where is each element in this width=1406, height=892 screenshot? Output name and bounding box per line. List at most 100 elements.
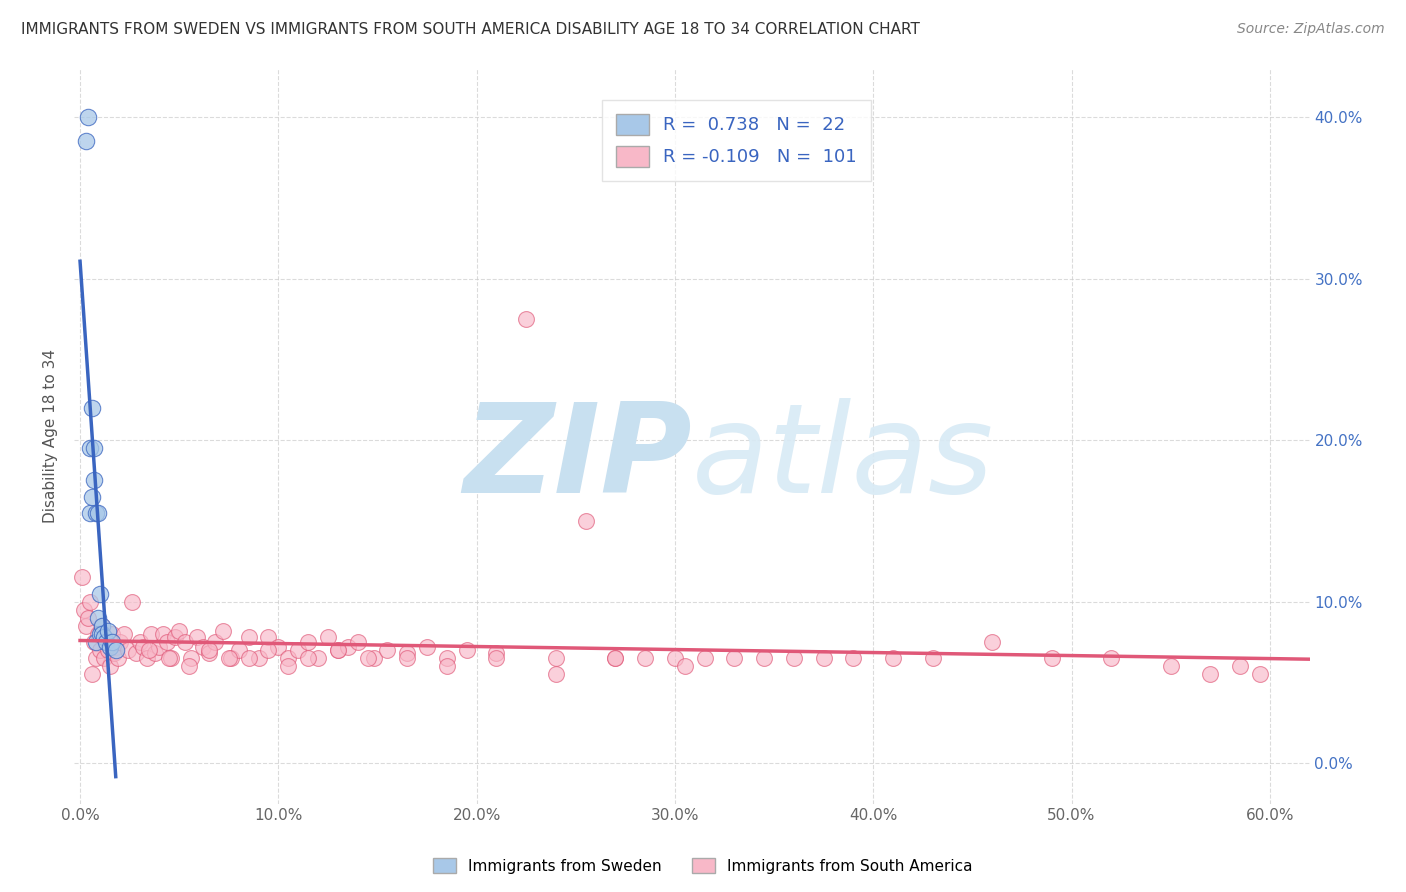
Point <box>247 651 270 665</box>
Point <box>180 651 202 665</box>
Point <box>132 640 155 654</box>
Point <box>981 635 1004 649</box>
Point <box>104 643 127 657</box>
Point <box>396 651 419 665</box>
Point <box>634 651 657 665</box>
Point <box>179 659 201 673</box>
Point <box>277 651 299 665</box>
Point <box>165 630 187 644</box>
Point <box>93 630 115 644</box>
Legend: R =  0.738   N =  22, R = -0.109   N =  101: R = 0.738 N = 22, R = -0.109 N = 101 <box>602 100 872 181</box>
Point <box>346 635 368 649</box>
Point <box>813 651 835 665</box>
Point <box>544 651 567 665</box>
Point <box>218 651 240 665</box>
Point <box>544 667 567 681</box>
Point <box>100 635 122 649</box>
Point <box>277 659 299 673</box>
Point <box>73 603 96 617</box>
Point <box>167 624 190 638</box>
Point <box>79 595 101 609</box>
Point <box>326 643 349 657</box>
Point <box>90 619 112 633</box>
Point <box>1229 659 1251 673</box>
Point <box>84 651 107 665</box>
Point <box>80 401 103 415</box>
Point <box>297 651 319 665</box>
Point <box>485 651 508 665</box>
Point <box>377 643 399 657</box>
Y-axis label: Disability Age 18 to 34: Disability Age 18 to 34 <box>44 349 58 523</box>
Point <box>128 635 150 649</box>
Point <box>198 643 221 657</box>
Point <box>204 635 226 649</box>
Point <box>100 627 122 641</box>
Point <box>693 651 716 665</box>
Point <box>121 595 143 609</box>
Point <box>75 619 97 633</box>
Point <box>87 506 110 520</box>
Point <box>174 635 197 649</box>
Point <box>107 651 129 665</box>
Point <box>157 651 180 665</box>
Point <box>842 651 865 665</box>
Point <box>117 643 139 657</box>
Point <box>160 651 183 665</box>
Text: IMMIGRANTS FROM SWEDEN VS IMMIGRANTS FROM SOUTH AMERICA DISABILITY AGE 18 TO 34 : IMMIGRANTS FROM SWEDEN VS IMMIGRANTS FRO… <box>21 22 920 37</box>
Point <box>238 651 260 665</box>
Point <box>485 646 508 660</box>
Point <box>104 640 127 654</box>
Text: atlas: atlas <box>692 398 994 518</box>
Point <box>1199 667 1222 681</box>
Point <box>77 611 100 625</box>
Point <box>84 506 107 520</box>
Point <box>148 640 170 654</box>
Point <box>257 643 280 657</box>
Point <box>83 441 105 455</box>
Point <box>754 651 776 665</box>
Point <box>297 635 319 649</box>
Point <box>238 630 260 644</box>
Point <box>416 640 439 654</box>
Point <box>77 110 100 124</box>
Point <box>219 651 242 665</box>
Point <box>267 640 290 654</box>
Point <box>156 635 179 649</box>
Point <box>89 586 111 600</box>
Point <box>87 611 110 625</box>
Point <box>124 646 146 660</box>
Point <box>112 627 135 641</box>
Point <box>336 640 359 654</box>
Point <box>605 651 627 665</box>
Point <box>186 630 208 644</box>
Point <box>198 646 221 660</box>
Point <box>90 627 112 641</box>
Point <box>80 667 103 681</box>
Point <box>97 643 120 657</box>
Point <box>84 635 107 649</box>
Point <box>83 474 105 488</box>
Point <box>257 630 280 644</box>
Point <box>1160 659 1182 673</box>
Point <box>673 659 696 673</box>
Point <box>136 651 159 665</box>
Point <box>356 651 378 665</box>
Point <box>723 651 745 665</box>
Point <box>98 640 121 654</box>
Point <box>98 659 121 673</box>
Point <box>1249 667 1271 681</box>
Point <box>87 627 110 641</box>
Point <box>90 619 112 633</box>
Point <box>108 635 131 649</box>
Point <box>326 643 349 657</box>
Point <box>89 643 111 657</box>
Point <box>605 651 627 665</box>
Point <box>316 630 339 644</box>
Point <box>575 514 598 528</box>
Point <box>80 490 103 504</box>
Point <box>89 627 111 641</box>
Point <box>436 651 458 665</box>
Point <box>363 651 385 665</box>
Point <box>307 651 329 665</box>
Legend: Immigrants from Sweden, Immigrants from South America: Immigrants from Sweden, Immigrants from … <box>427 852 979 880</box>
